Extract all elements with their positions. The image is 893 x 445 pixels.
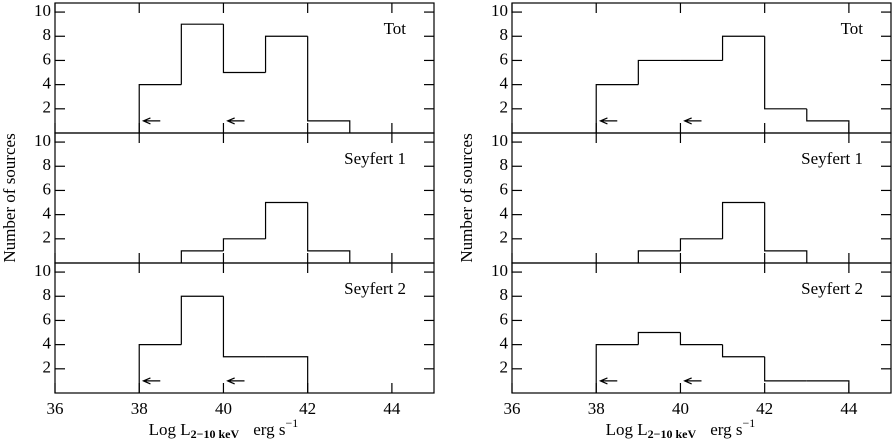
x-tick-label: 44 — [840, 399, 858, 418]
y-tick-label: 8 — [500, 155, 509, 174]
y-tick-label: 10 — [491, 131, 508, 150]
y-tick-label: 6 — [43, 309, 52, 328]
y-tick-label: 2 — [500, 228, 509, 247]
y-tick-label: 8 — [500, 285, 509, 304]
histogram-bar — [637, 250, 681, 263]
histogram-bar — [679, 332, 723, 346]
histogram-bar — [764, 202, 808, 263]
histogram-bar — [265, 356, 309, 393]
y-tick-label: 2 — [43, 358, 52, 377]
upper-limit-arrow — [598, 117, 618, 125]
x-tick-label: 40 — [672, 399, 689, 418]
y-tick-label: 8 — [43, 155, 52, 174]
upper-limit-arrow — [141, 117, 161, 125]
y-tick-label: 8 — [500, 25, 509, 44]
x-label-main: Log L — [149, 420, 191, 439]
y-tick-label: 8 — [43, 285, 52, 304]
histogram-bar — [222, 24, 266, 74]
histogram-bar — [138, 84, 182, 133]
y-axis-label: Number of sources — [0, 133, 19, 262]
histogram-bar — [264, 35, 308, 73]
y-tick-label: 2 — [500, 358, 509, 377]
histogram-bar — [721, 201, 765, 239]
x-tick-label: 40 — [215, 399, 232, 418]
y-tick-label: 10 — [34, 131, 51, 150]
histogram-bar — [180, 250, 224, 263]
histogram-bar — [138, 344, 182, 393]
x-tick-label: 38 — [131, 399, 148, 418]
y-tick-label: 10 — [34, 261, 51, 280]
x-tick-label: 38 — [588, 399, 605, 418]
x-tick-label: 44 — [383, 399, 401, 418]
histogram-bar — [721, 344, 765, 358]
y-tick-label: 6 — [43, 179, 52, 198]
x-axis-label: Log L2−10 keV erg s−1 — [606, 416, 756, 441]
histogram-bar — [806, 108, 850, 133]
x-label-unit: erg s — [710, 420, 742, 439]
histogram-bar — [595, 344, 639, 393]
histogram-bar — [764, 356, 807, 382]
y-tick-label: 4 — [43, 334, 52, 353]
upper-limit-arrow — [683, 117, 702, 125]
y-tick-label: 6 — [500, 179, 509, 198]
y-tick-label: 6 — [43, 49, 52, 68]
upper-limit-arrow — [226, 117, 245, 125]
panel-label: Tot — [841, 19, 864, 38]
histogram-bar — [637, 59, 681, 85]
x-tick-label: 36 — [504, 399, 521, 418]
histogram-bar — [637, 331, 681, 345]
histogram-bar — [307, 36, 351, 133]
x-tick-label: 36 — [47, 399, 64, 418]
upper-limit-arrow — [141, 377, 161, 385]
y-tick-label: 8 — [43, 25, 52, 44]
y-axis-label: Number of sources — [457, 133, 476, 262]
y-tick-label: 4 — [500, 74, 509, 93]
y-tick-label: 2 — [43, 98, 52, 117]
y-tick-label: 4 — [43, 74, 52, 93]
histogram-bar — [806, 380, 850, 393]
y-tick-label: 10 — [491, 261, 508, 280]
x-tick-label: 42 — [299, 399, 316, 418]
histogram-bar — [180, 295, 224, 345]
y-tick-label: 4 — [500, 334, 509, 353]
panel-label: Seyfert 1 — [801, 149, 863, 168]
x-tick-label: 42 — [756, 399, 773, 418]
panel-label: Tot — [384, 19, 407, 38]
y-tick-label: 2 — [500, 98, 509, 117]
histogram-bar — [264, 201, 308, 239]
panel-label: Seyfert 2 — [344, 279, 406, 298]
histogram-bar — [222, 296, 266, 358]
histogram-bar — [180, 23, 224, 85]
x-label-superscript: −1 — [285, 416, 298, 430]
y-tick-label: 6 — [500, 49, 509, 68]
x-label-subscript: 2−10 keV — [191, 427, 240, 441]
x-label-unit: erg s — [253, 420, 285, 439]
x-label-subscript: 2−10 keV — [648, 427, 697, 441]
histogram-bar — [721, 35, 765, 61]
panel-frame — [54, 262, 435, 394]
y-tick-label: 10 — [34, 1, 51, 20]
histogram-bar — [764, 36, 807, 110]
x-axis-label: Log L2−10 keV erg s−1 — [149, 416, 299, 441]
panel-label: Seyfert 1 — [344, 149, 406, 168]
y-tick-label: 4 — [43, 204, 52, 223]
panel-label: Seyfert 2 — [801, 279, 863, 298]
histogram-bar — [595, 84, 639, 133]
panel-frame — [511, 262, 892, 394]
y-tick-label: 6 — [500, 309, 509, 328]
x-label-superscript: −1 — [742, 416, 755, 430]
y-tick-label: 4 — [500, 204, 509, 223]
histogram-bar — [307, 202, 351, 263]
histogram-bar — [222, 238, 266, 251]
upper-limit-arrow — [598, 377, 618, 385]
panel-frame — [511, 2, 892, 134]
upper-limit-arrow — [226, 377, 245, 385]
y-tick-label: 2 — [43, 228, 52, 247]
panel-frame — [54, 2, 435, 134]
upper-limit-arrow — [683, 377, 702, 385]
histogram-bar — [679, 238, 723, 251]
x-label-main: Log L — [606, 420, 648, 439]
y-tick-label: 10 — [491, 1, 508, 20]
